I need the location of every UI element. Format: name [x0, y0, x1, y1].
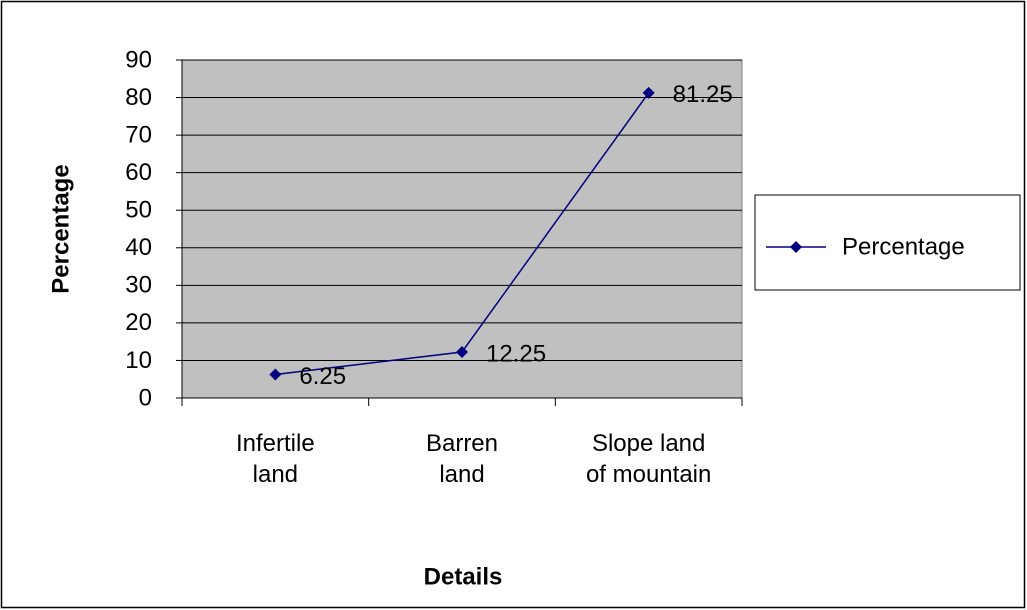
- y-tick-label: 20: [125, 309, 152, 336]
- y-tick-label: 0: [139, 384, 152, 411]
- data-label: 6.25: [299, 363, 346, 390]
- x-axis-title: Details: [424, 563, 503, 590]
- y-tick-label: 10: [125, 347, 152, 374]
- legend-label: Percentage: [842, 233, 965, 260]
- y-tick-label: 40: [125, 234, 152, 261]
- legend-marker: [790, 241, 802, 253]
- x-tick-label: Barren land: [425, 430, 499, 488]
- y-tick-label: 60: [125, 159, 152, 186]
- y-tick-label: 50: [125, 197, 152, 224]
- data-point: [269, 368, 282, 381]
- data-point: [642, 86, 655, 99]
- legend-box: [754, 194, 1021, 291]
- y-tick-label: 30: [125, 272, 152, 299]
- y-tick-label: 90: [125, 46, 152, 73]
- data-label: 12.25: [486, 340, 546, 367]
- y-tick-label: 70: [125, 121, 152, 148]
- data-label: 81.25: [673, 81, 733, 108]
- y-tick-label: 80: [125, 84, 152, 111]
- x-tick-label: Slope land of mountain: [585, 430, 712, 488]
- y-axis-title: Percentage: [47, 164, 74, 293]
- x-tick-label: Infertile land: [235, 430, 315, 488]
- data-point: [456, 345, 468, 358]
